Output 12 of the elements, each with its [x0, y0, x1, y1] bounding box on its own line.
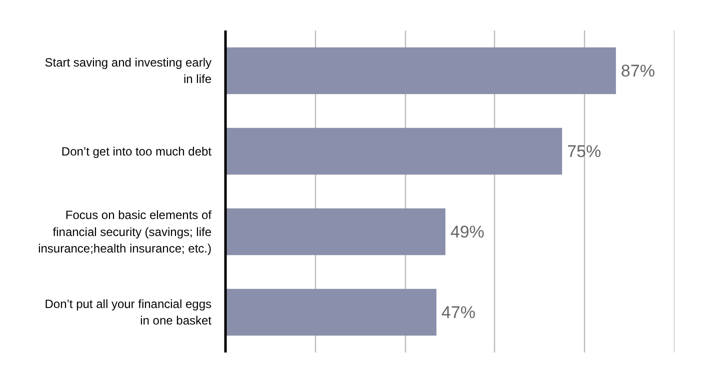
- data-label: 87%: [620, 61, 655, 80]
- data-label: 49%: [450, 222, 484, 242]
- data-label: 75%: [567, 142, 602, 161]
- bar: [226, 47, 616, 94]
- y-tick-label: Don’t get into too much debt: [61, 144, 212, 158]
- bar: [226, 208, 446, 256]
- y-tick-label: Focus on basic elements of financial security (savings; life insurance;health insurance; etc.): [38, 208, 212, 256]
- bar: [226, 128, 562, 175]
- bar: [226, 288, 436, 336]
- data-label: 47%: [441, 302, 476, 322]
- y-tick-label: Start saving and investing early in life: [44, 55, 212, 86]
- y-tick-label: Don’t put all your financial eggs in one basket: [44, 296, 212, 328]
